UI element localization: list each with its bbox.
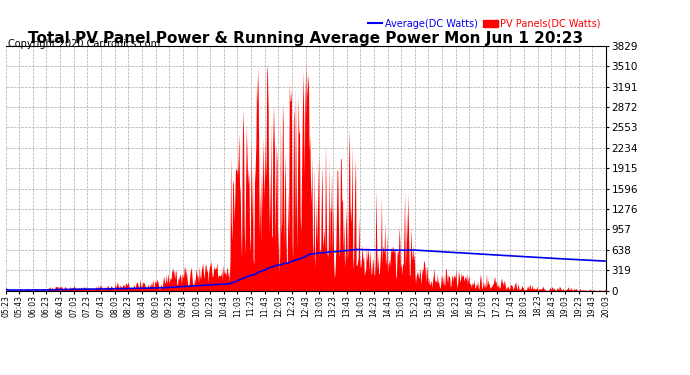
Text: Copyright 2020 Cartronics.com: Copyright 2020 Cartronics.com <box>8 39 160 50</box>
Legend: Average(DC Watts), PV Panels(DC Watts): Average(DC Watts), PV Panels(DC Watts) <box>368 19 601 29</box>
Title: Total PV Panel Power & Running Average Power Mon Jun 1 20:23: Total PV Panel Power & Running Average P… <box>28 31 583 46</box>
